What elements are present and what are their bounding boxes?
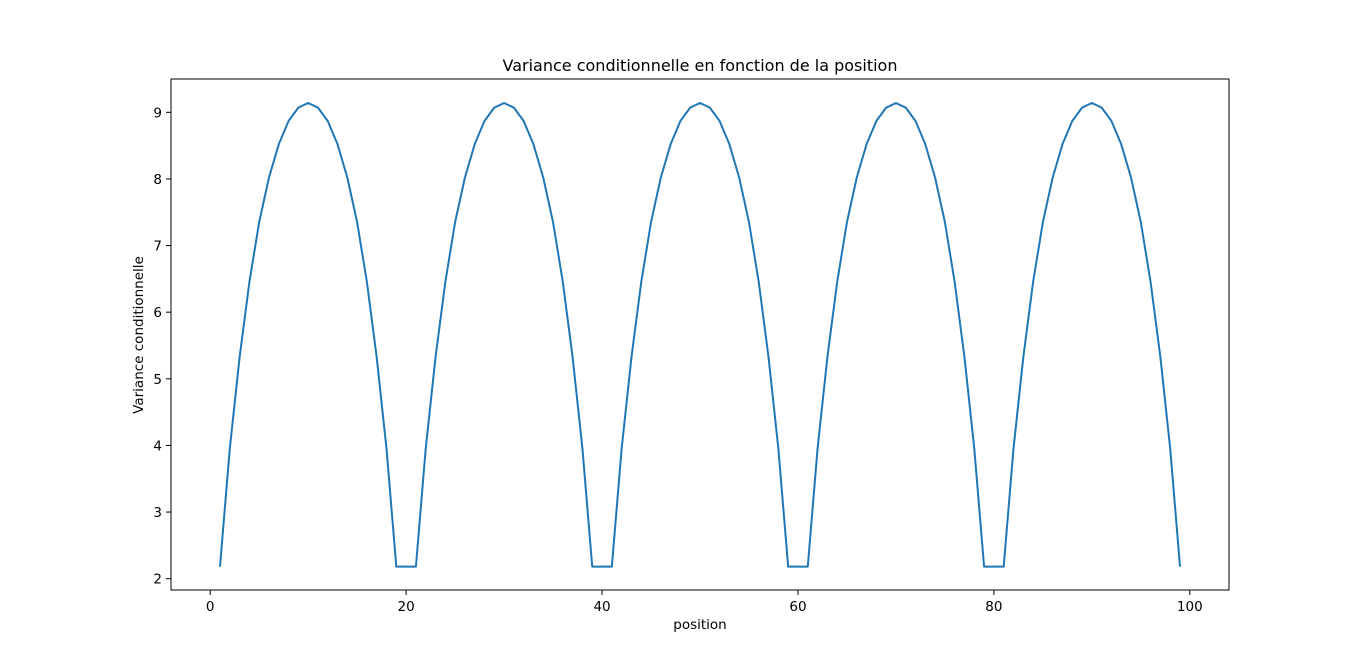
x-tick-label: 20 [398,599,415,615]
x-tick-label: 60 [789,599,806,615]
x-axis-label: position [673,617,726,633]
y-tick-label: 9 [153,105,162,121]
y-tick-label: 7 [153,239,162,255]
plot-area: 0 20 40 60 80 100 2 3 4 5 6 7 8 9 [153,78,1230,615]
y-tick-label: 2 [153,572,162,588]
y-axis-label: Variance conditionnelle [131,256,147,414]
x-tick-label: 0 [206,599,215,615]
x-tick-label: 80 [985,599,1002,615]
y-tick-label: 8 [153,172,162,188]
y-tick-label: 6 [153,305,162,321]
series-line-0 [218,101,1182,568]
y-tick-label: 5 [153,372,162,388]
x-tick-label: 100 [1177,599,1203,615]
axes-frame [170,78,1230,591]
y-tick-label: 3 [153,505,162,521]
x-tick-label: 40 [593,599,610,615]
y-tick-label: 4 [153,438,162,454]
chart-title: Variance conditionnelle en fonction de l… [503,56,898,75]
